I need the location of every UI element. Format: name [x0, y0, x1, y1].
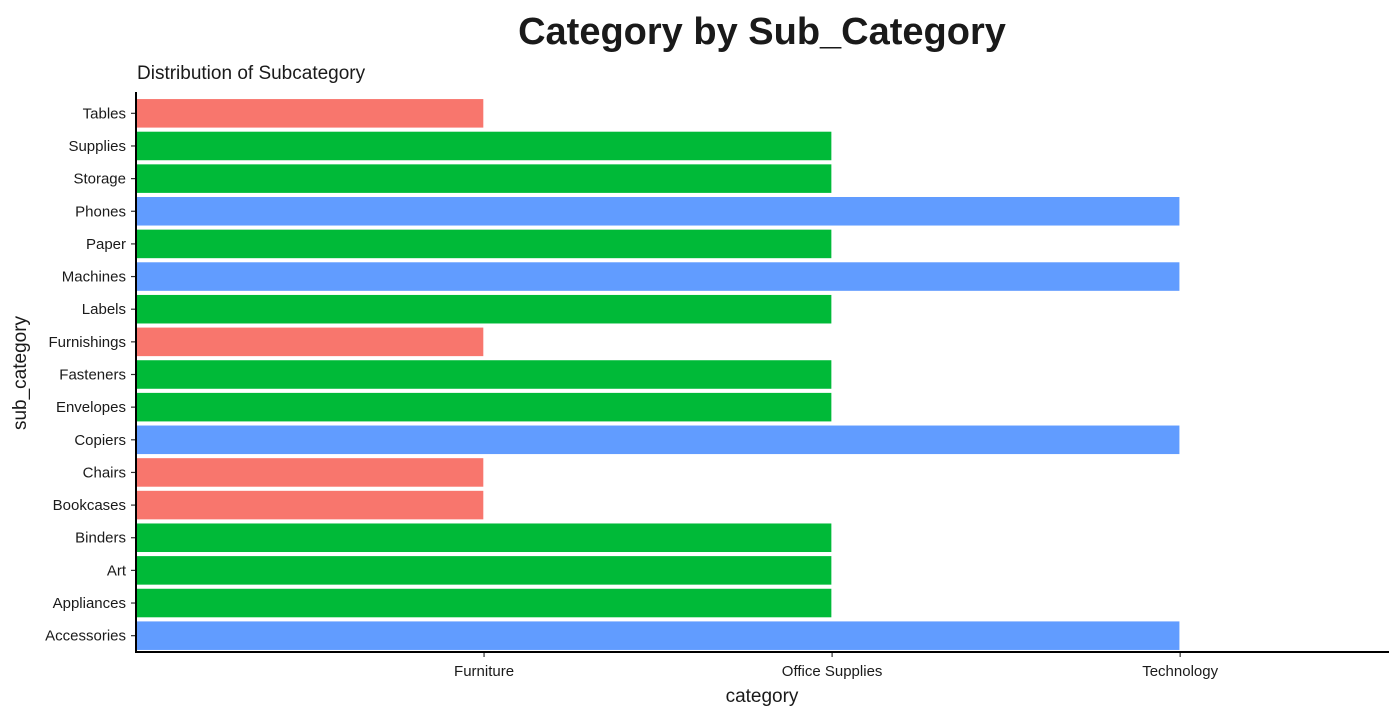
y-tick-label: Labels — [82, 301, 126, 318]
bar-art — [135, 554, 833, 587]
bar-storage — [135, 162, 833, 195]
y-tick-label: Envelopes — [56, 399, 126, 416]
y-tick-label: Storage — [73, 171, 126, 188]
y-tick-label: Copiers — [74, 432, 126, 449]
y-tick-label: Appliances — [53, 595, 126, 612]
chart-title: Category by Sub_Category — [518, 11, 1006, 53]
bar-tables — [135, 97, 485, 130]
bar-accessories — [135, 619, 1181, 652]
bar-paper — [135, 228, 833, 260]
bar-labels — [135, 293, 833, 325]
bar-copiers — [135, 424, 1181, 456]
y-axis-title: sub_category — [10, 315, 31, 430]
x-axis-ticks: Furniture Office Supplies Technology — [454, 652, 1219, 680]
y-tick-label: Phones — [75, 203, 126, 220]
y-tick-label: Art — [107, 562, 127, 579]
y-tick-label: Binders — [75, 530, 126, 547]
bar-chairs — [135, 456, 485, 489]
x-tick-label: Technology — [1142, 663, 1218, 680]
y-tick-label: Chairs — [83, 464, 126, 481]
bar-furnishings — [135, 326, 485, 358]
chart-subtitle: Distribution of Subcategory — [137, 63, 366, 84]
y-tick-label: Accessories — [45, 628, 126, 645]
bar-fasteners — [135, 358, 833, 391]
y-tick-label: Tables — [83, 105, 126, 122]
bar-bookcases — [135, 489, 485, 521]
bar-supplies — [135, 130, 833, 162]
bar-phones — [135, 195, 1181, 228]
y-tick-label: Paper — [86, 236, 126, 253]
bar-envelopes — [135, 391, 833, 423]
x-tick-label: Furniture — [454, 663, 514, 680]
y-tick-label: Supplies — [68, 138, 126, 155]
y-tick-label: Furnishings — [48, 334, 126, 351]
bar-binders — [135, 521, 833, 554]
y-axis-ticks: Accessories Appliances Art Binders Bookcases… — [45, 105, 136, 645]
bar-machines — [135, 260, 1181, 293]
y-tick-label: Bookcases — [53, 497, 126, 514]
x-axis-title: category — [726, 686, 799, 707]
bar-appliances — [135, 587, 833, 619]
bars-group — [135, 97, 1181, 652]
x-tick-label: Office Supplies — [782, 663, 883, 680]
y-tick-label: Fasteners — [59, 367, 126, 384]
y-tick-label: Machines — [62, 269, 126, 286]
